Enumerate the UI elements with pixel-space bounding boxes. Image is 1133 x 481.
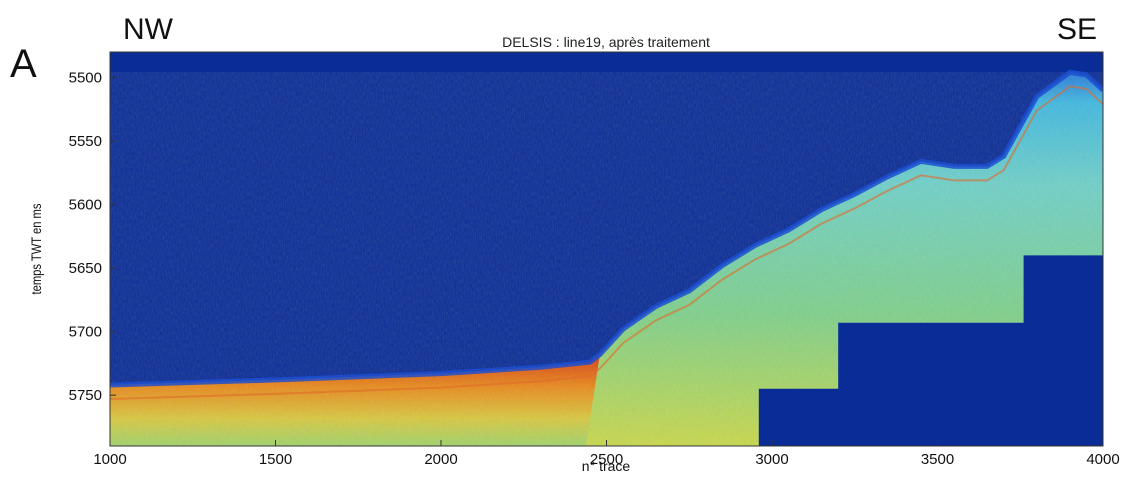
direction-label-se: SE <box>1057 13 1097 46</box>
y-tick-label: 5500 <box>69 69 102 86</box>
x-tick-label: 4000 <box>1086 451 1119 468</box>
direction-label-nw: NW <box>123 13 174 46</box>
y-tick-label: 5650 <box>69 260 102 277</box>
x-tick-label: 1500 <box>259 451 292 468</box>
y-tick-label: 5750 <box>69 387 102 404</box>
panel-letter: A <box>10 42 37 86</box>
plot-area <box>110 52 1103 446</box>
y-axis-label: temps TWT en ms <box>29 204 44 295</box>
y-tick-label: 5700 <box>69 324 102 341</box>
x-tick-label: 1000 <box>93 451 126 468</box>
x-axis-label: n° trace <box>582 458 631 474</box>
x-tick-label: 3000 <box>755 451 788 468</box>
x-tick-label: 3500 <box>921 451 954 468</box>
y-axis: 5500 5550 5600 5650 5700 5750 <box>69 69 116 404</box>
y-tick-label: 5600 <box>69 197 102 214</box>
y-tick-label: 5550 <box>69 133 102 150</box>
chart-title: DELSIS : line19, après traitement <box>502 34 710 50</box>
x-tick-label: 2000 <box>424 451 457 468</box>
